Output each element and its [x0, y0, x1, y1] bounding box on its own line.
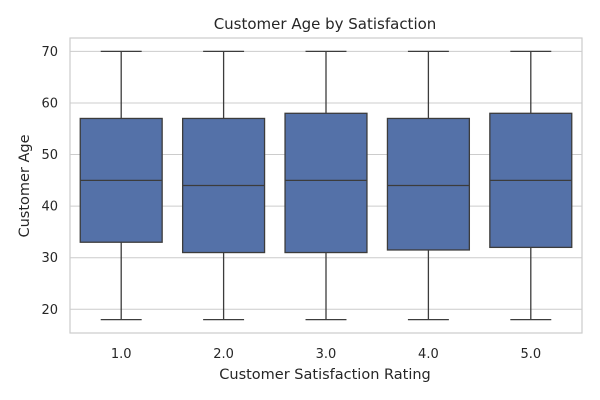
- x-tick-label: 2.0: [213, 347, 234, 362]
- iqr-box: [284, 112, 368, 254]
- x-tick-label: 5.0: [520, 347, 541, 362]
- y-tick-label: 40: [41, 200, 58, 215]
- x-tick-label: 3.0: [316, 347, 337, 362]
- x-tick-label: 1.0: [111, 347, 132, 362]
- box-group: [489, 50, 573, 321]
- y-tick-label: 50: [41, 148, 58, 163]
- y-axis-label: Customer Age: [17, 134, 33, 237]
- chart-title: Customer Age by Satisfaction: [214, 15, 437, 33]
- x-axis-label: Customer Satisfaction Rating: [219, 367, 431, 383]
- y-tick-labels: 20 30 40 50 60 70: [41, 45, 58, 318]
- x-tick-label: 4.0: [418, 347, 439, 362]
- box-group: [386, 50, 471, 321]
- box-group: [284, 50, 368, 321]
- box-group: [79, 50, 163, 321]
- y-tick-label: 30: [41, 251, 58, 266]
- y-tick-label: 20: [41, 303, 58, 318]
- iqr-box: [386, 117, 471, 251]
- box-group: [181, 50, 266, 321]
- x-tick-labels: 1.0 2.0 3.0 4.0 5.0: [111, 347, 541, 362]
- y-tick-label: 70: [41, 45, 58, 60]
- plot-frame: [69, 37, 583, 334]
- y-tick-label: 60: [41, 96, 58, 111]
- boxes: [79, 50, 573, 321]
